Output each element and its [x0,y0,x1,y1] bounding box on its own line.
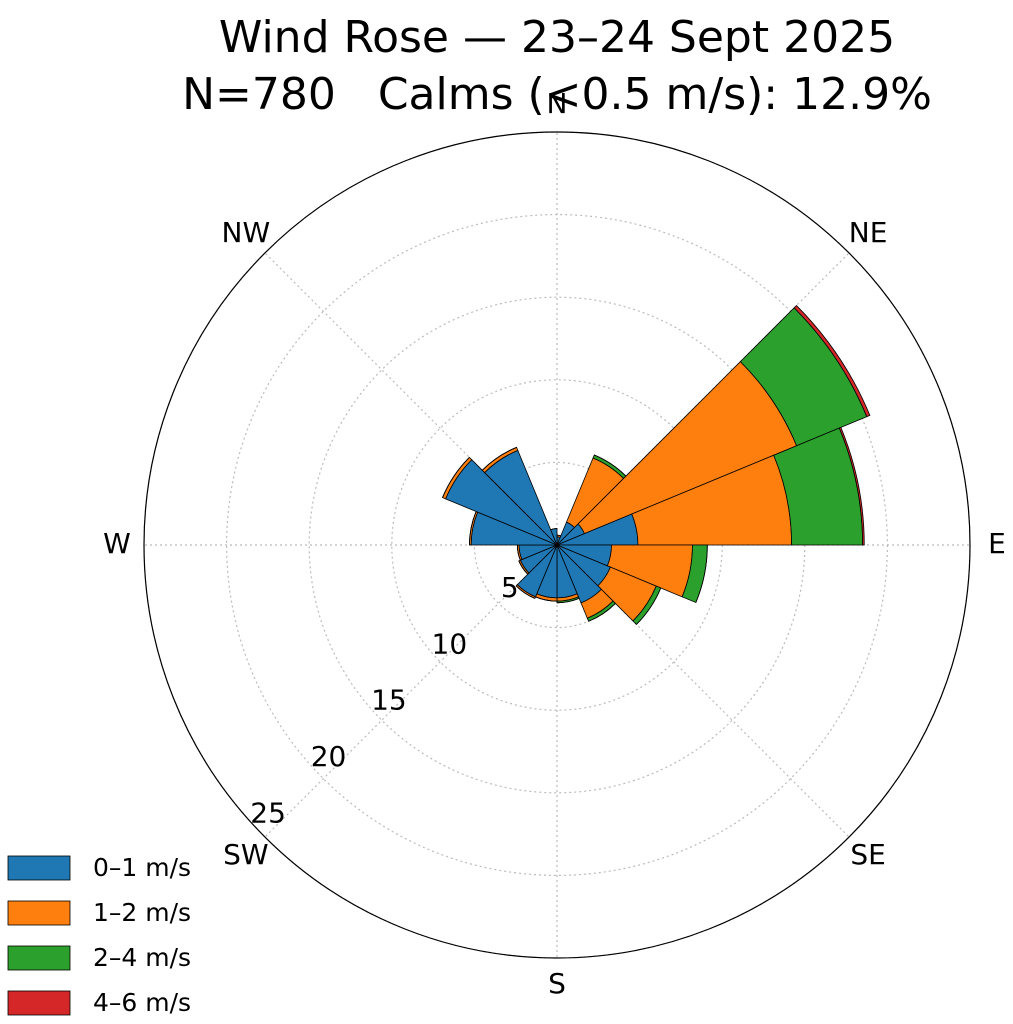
direction-label: N [547,87,568,120]
legend-swatch [7,945,71,971]
sector [518,560,529,575]
sector [793,304,871,418]
r-tick-label: 15 [371,684,407,717]
chart-subtitle: N=780 Calms (<0.5 m/s): 12.9% [182,69,932,120]
outer-frame [143,131,971,959]
legend-label: 1–2 m/s [93,898,191,927]
r-tick-label: 10 [432,627,468,660]
sector [636,587,662,625]
sector [838,426,865,546]
direction-label: S [548,967,566,1000]
direction-label: SW [223,838,268,871]
sector [515,585,536,599]
r-tick-label: 20 [311,740,347,773]
r-tick-label: 5 [501,571,519,604]
legend-label: 4–6 m/s [93,988,191,1017]
grid-ring [226,214,888,876]
r-tick-label: 25 [250,796,286,829]
legend-label: 0–1 m/s [93,853,191,882]
grid-spoke [264,252,558,546]
grid-spoke [556,544,850,838]
chart-title: Wind Rose — 23–24 Sept 2025 [219,12,895,63]
direction-label: NW [222,216,271,249]
direction-label: W [103,527,131,560]
direction-label: NE [849,216,888,249]
direction-label: SE [850,838,885,871]
legend-swatch [7,855,71,881]
direction-label: E [988,527,1006,560]
sector [550,528,558,531]
legend-swatch [7,900,71,926]
legend-label: 2–4 m/s [93,943,191,972]
sector [556,598,580,604]
legend-swatch [7,990,71,1016]
sector [442,457,470,498]
grid-spoke [264,544,558,838]
sector [588,603,616,622]
